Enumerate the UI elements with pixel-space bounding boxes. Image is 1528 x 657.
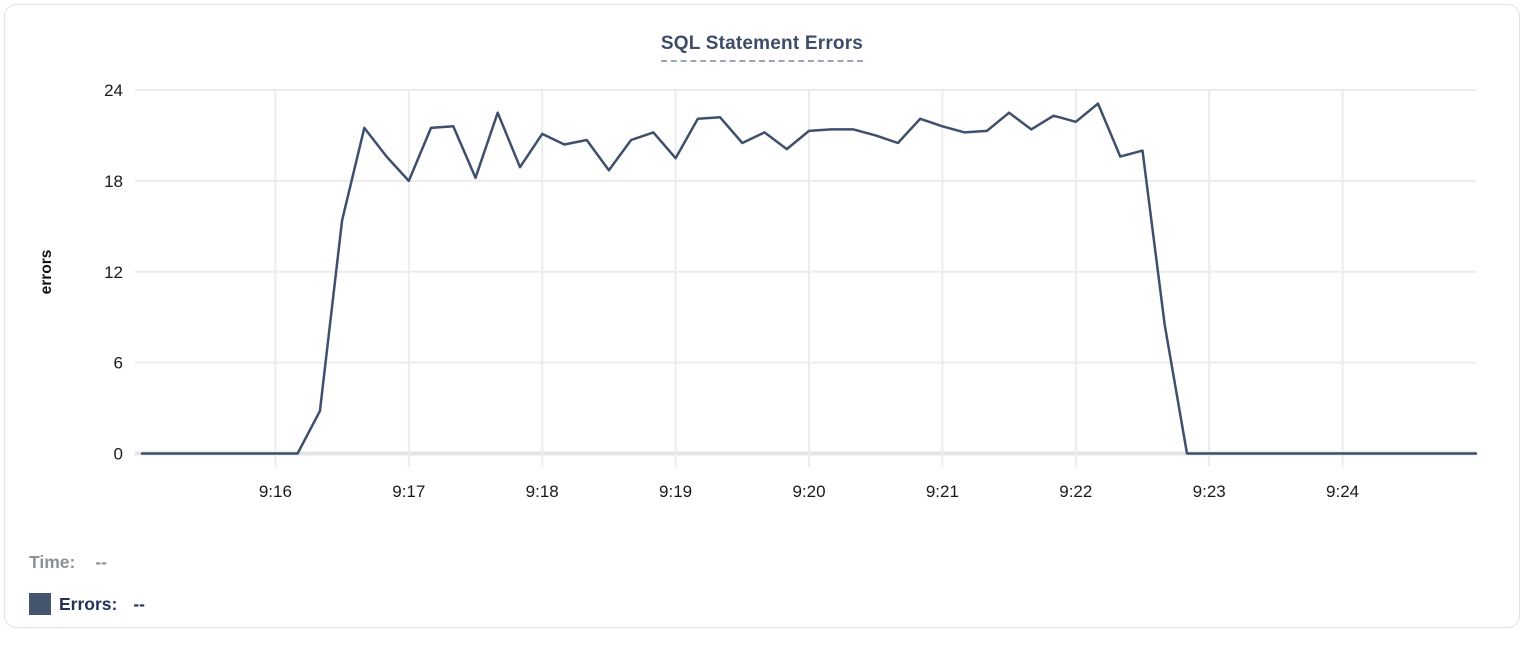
errors-value: -- [133,593,146,614]
axis-labels-group: 24 18 12 6 0 9:16 9:17 9:18 9:19 9:20 9:21 9:22 9:23… [104,81,1359,501]
time-label: Time: [29,551,76,572]
y-tick-label: 18 [104,172,123,191]
x-tick-label: 9:19 [659,482,692,501]
y-tick-label: 12 [104,263,123,282]
y-tick-label: 24 [104,81,123,100]
gridlines-group [135,89,1476,467]
errors-series-line[interactable] [140,102,1478,455]
x-tick-label: 9:18 [526,482,559,501]
tooltip-readout: Time: -- Errors: -- [29,549,145,617]
time-value: -- [95,551,108,572]
y-tick-label: 6 [114,354,123,373]
errors-line-chart[interactable]: 24 18 12 6 0 9:16 9:17 9:18 9:19 9:20 9:21 9:22 9:23… [5,5,1528,657]
errors-legend-swatch [29,593,51,615]
x-tick-label: 9:17 [392,482,425,501]
errors-label: Errors: [59,593,118,614]
x-tick-label: 9:22 [1059,482,1092,501]
x-tick-label: 9:24 [1326,482,1359,501]
series-group[interactable] [140,102,1478,455]
x-tick-label: 9:16 [259,482,292,501]
x-tick-label: 9:23 [1193,482,1226,501]
x-tick-label: 9:21 [926,482,959,501]
chart-title[interactable]: SQL Statement Errors [660,33,864,62]
y-tick-label: 0 [114,445,123,464]
chart-header: SQL Statement Errors [5,33,1519,62]
time-readout-row: Time: -- [29,549,145,575]
x-tick-label: 9:20 [792,482,825,501]
sql-errors-panel: SQL Statement Errors 24 18 12 6 0 9:16 9:17 9:1… [4,4,1520,628]
y-axis-title: errors [38,250,55,295]
errors-readout-row: Errors: -- [29,591,145,617]
